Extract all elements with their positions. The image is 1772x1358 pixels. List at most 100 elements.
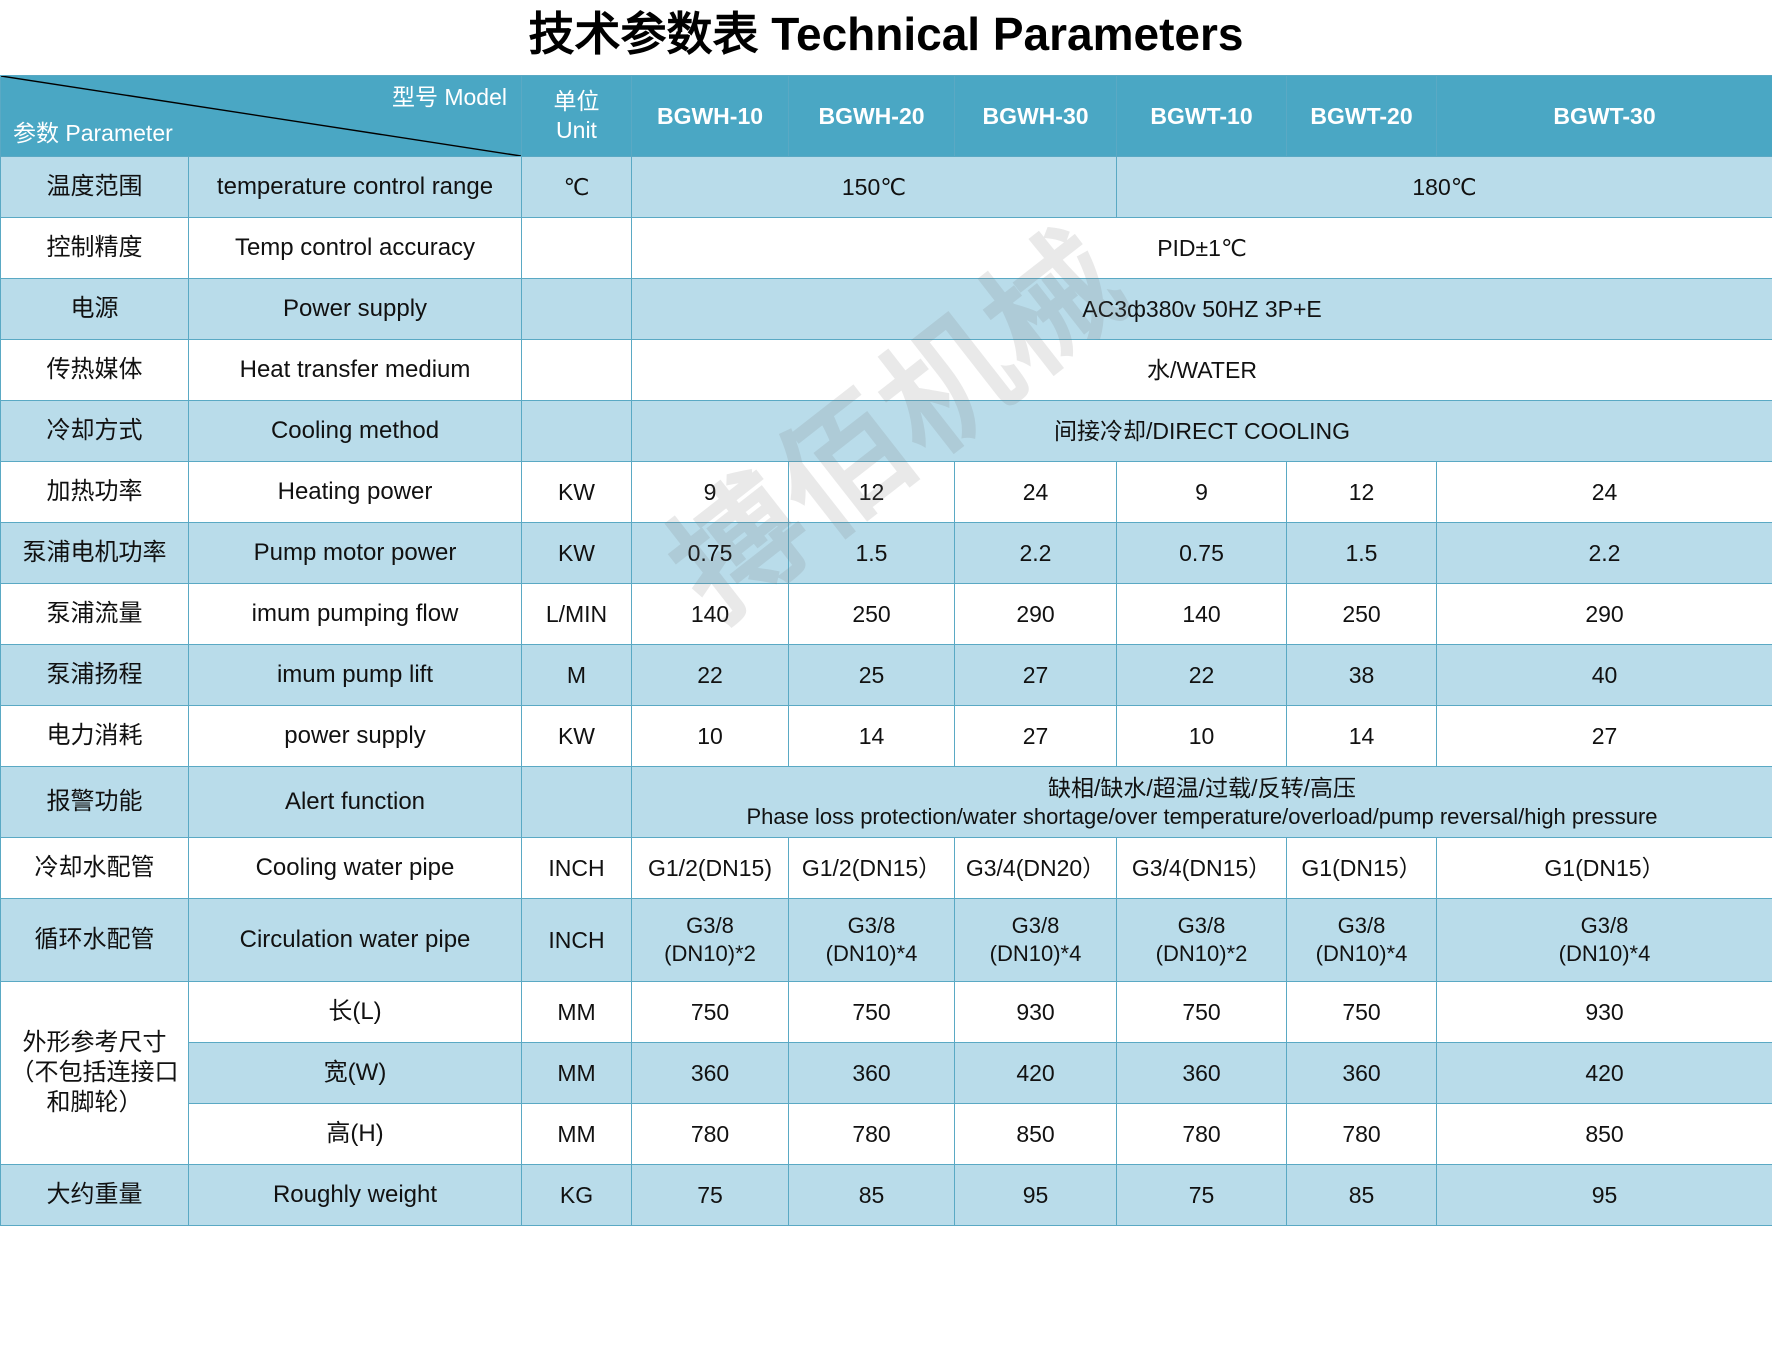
- param-en: Circulation water pipe: [188, 897, 522, 982]
- value-cell: G3/8 (DN10)*4: [1436, 897, 1772, 982]
- table-row-dimension-length: 外形参考尺寸（不包括连接口和脚轮） 长(L) MM 750 750 930 75…: [0, 980, 1772, 1165]
- value-merged-150c: 150℃: [631, 155, 1117, 218]
- header-unit-cell: 单位 Unit: [521, 74, 632, 157]
- pipe-size: G3/8: [1580, 913, 1629, 939]
- pipe-size: G3/8: [1177, 913, 1226, 939]
- value-cell: 40: [1436, 643, 1772, 706]
- value-cell: 22: [631, 643, 789, 706]
- value-merged-180c: 180℃: [1116, 155, 1772, 218]
- value-cell: 750: [1286, 980, 1437, 1043]
- table-header: 型号 Model 参数 Parameter 单位 Unit BGWH-10 BG…: [0, 74, 1772, 157]
- value-cell: 85: [788, 1163, 955, 1226]
- value-cell: 140: [1116, 582, 1287, 645]
- param-unit: KG: [521, 1163, 632, 1226]
- param-cn: 泵浦扬程: [0, 643, 189, 706]
- param-unit: [521, 338, 632, 401]
- value-cell: 850: [1436, 1102, 1772, 1165]
- param-cn: 控制精度: [0, 216, 189, 279]
- table-row-heat-transfer-medium: 传热媒体 Heat transfer medium 水/WATER: [0, 338, 1772, 401]
- table-row-pumping-flow: 泵浦流量 imum pumping flow L/MIN 140 250 290…: [0, 582, 1772, 645]
- value-cell: 75: [1116, 1163, 1287, 1226]
- table-row-dimension-width: 宽(W) MM 360 360 420 360 360 420: [1, 1041, 1772, 1104]
- page-title: 技术参数表 Technical Parameters: [528, 8, 1244, 60]
- header-corner-cell: 型号 Model 参数 Parameter: [0, 74, 522, 157]
- param-unit: MM: [521, 1041, 632, 1104]
- param-unit: M: [521, 643, 632, 706]
- value-cell: 95: [1436, 1163, 1772, 1226]
- param-unit: MM: [521, 1102, 632, 1165]
- table-row-pump-lift: 泵浦扬程 imum pump lift M 22 25 27 22 38 40: [0, 643, 1772, 706]
- header-parameter-label: 参数 Parameter: [13, 120, 173, 147]
- value-cell: 420: [1436, 1041, 1772, 1104]
- value-cell: 360: [1286, 1041, 1437, 1104]
- value-cell: 250: [1286, 582, 1437, 645]
- param-cn: 冷却方式: [0, 399, 189, 462]
- value-cell: 27: [954, 704, 1117, 767]
- table-row-pump-motor-power: 泵浦电机功率 Pump motor power KW 0.75 1.5 2.2 …: [0, 521, 1772, 584]
- param-unit: KW: [521, 460, 632, 523]
- header-model-bgwt-20: BGWT-20: [1286, 74, 1437, 157]
- param-cn: 温度范围: [0, 155, 189, 218]
- value-merged-water: 水/WATER: [631, 338, 1772, 401]
- param-unit: MM: [521, 980, 632, 1043]
- param-unit: [521, 399, 632, 462]
- value-merged-pid: PID±1℃: [631, 216, 1772, 279]
- value-cell: 27: [954, 643, 1117, 706]
- param-en: Cooling method: [188, 399, 522, 462]
- value-cell: 10: [1116, 704, 1287, 767]
- param-unit: KW: [521, 521, 632, 584]
- value-cell: G1/2(DN15）: [788, 836, 955, 899]
- param-en: Heating power: [188, 460, 522, 523]
- table-row-weight: 大约重量 Roughly weight KG 75 85 95 75 85 95: [0, 1163, 1772, 1226]
- param-en: Heat transfer medium: [188, 338, 522, 401]
- value-cell: 750: [788, 980, 955, 1043]
- value-cell: 250: [788, 582, 955, 645]
- pipe-size: G3/8: [1011, 913, 1060, 939]
- value-cell: 27: [1436, 704, 1772, 767]
- param-unit: [521, 277, 632, 340]
- param-unit: KW: [521, 704, 632, 767]
- value-cell: 10: [631, 704, 789, 767]
- value-cell: 290: [954, 582, 1117, 645]
- value-cell: G3/4(DN20）: [954, 836, 1117, 899]
- value-cell: 2.2: [954, 521, 1117, 584]
- table-row-power-supply: 电源 Power supply AC3ф380v 50HZ 3P+E: [0, 277, 1772, 340]
- param-unit: INCH: [521, 897, 632, 982]
- value-cell: 9: [631, 460, 789, 523]
- header-row: 型号 Model 参数 Parameter 单位 Unit BGWH-10 BG…: [0, 74, 1772, 157]
- table-row-cooling-water-pipe: 冷却水配管 Cooling water pipe INCH G1/2(DN15)…: [0, 836, 1772, 899]
- pipe-size: G3/8: [847, 913, 896, 939]
- value-cell: 360: [788, 1041, 955, 1104]
- param-cn: 泵浦流量: [0, 582, 189, 645]
- param-unit: L/MIN: [521, 582, 632, 645]
- param-en: imum pumping flow: [188, 582, 522, 645]
- value-cell: 85: [1286, 1163, 1437, 1226]
- param-cn: 电源: [0, 277, 189, 340]
- pipe-size: G3/8: [686, 913, 734, 939]
- value-cell: 25: [788, 643, 955, 706]
- param-cn: 大约重量: [0, 1163, 189, 1226]
- value-cell: 420: [954, 1041, 1117, 1104]
- header-model-bgwh-30: BGWH-30: [954, 74, 1117, 157]
- dimension-label: 宽(W): [188, 1041, 522, 1104]
- param-en: Roughly weight: [188, 1163, 522, 1226]
- value-cell: G3/8 (DN10)*2: [631, 897, 789, 982]
- value-merged-direct-cooling: 间接冷却/DIRECT COOLING: [631, 399, 1772, 462]
- value-cell: 12: [788, 460, 955, 523]
- param-cn: 传热媒体: [0, 338, 189, 401]
- value-cell: G3/8 (DN10)*2: [1116, 897, 1287, 982]
- value-cell: 38: [1286, 643, 1437, 706]
- value-cell: 14: [788, 704, 955, 767]
- value-cell: 780: [1116, 1102, 1287, 1165]
- value-cell: 22: [1116, 643, 1287, 706]
- value-cell: 780: [631, 1102, 789, 1165]
- table-row-temperature-range: 温度范围 temperature control range ℃ 150℃ 18…: [0, 155, 1772, 218]
- value-cell: 930: [1436, 980, 1772, 1043]
- alert-value-en: Phase loss protection/water shortage/ove…: [746, 803, 1658, 829]
- value-cell: 0.75: [631, 521, 789, 584]
- dimensions-group-label: 外形参考尺寸（不包括连接口和脚轮）: [0, 980, 189, 1165]
- value-cell: 750: [1116, 980, 1287, 1043]
- value-cell: G1(DN15）: [1436, 836, 1772, 899]
- param-en: Cooling water pipe: [188, 836, 522, 899]
